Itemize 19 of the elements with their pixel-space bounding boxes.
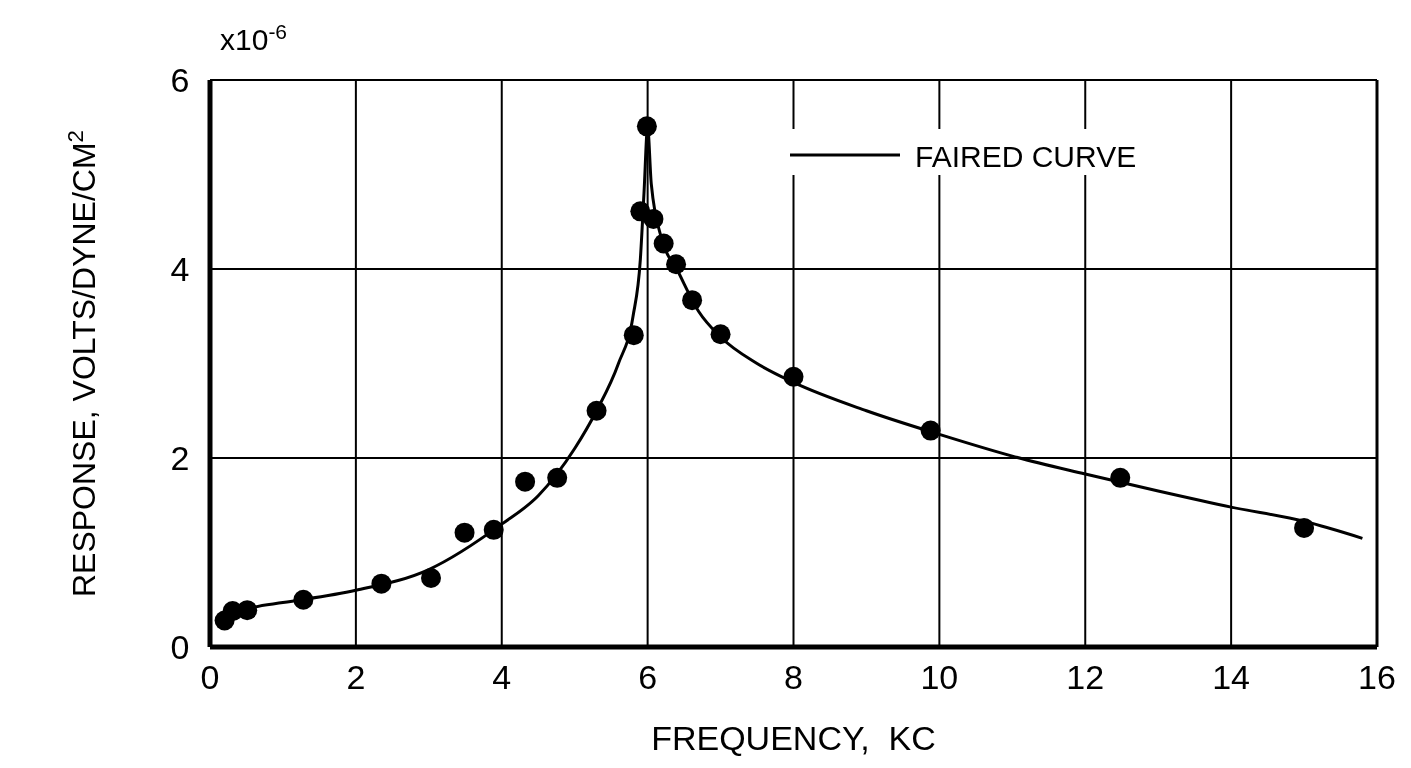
y-tick-label: 0: [170, 628, 190, 666]
x-tick-label: 8: [784, 658, 803, 696]
x-tick-label: 6: [638, 658, 658, 696]
x-tick-label: 16: [1358, 658, 1396, 696]
x-tick-label: 0: [200, 658, 220, 696]
y-tick-label: 6: [170, 61, 190, 99]
x-tick-label: 14: [1212, 658, 1251, 696]
x-tick-label: 12: [1066, 658, 1105, 696]
point: [454, 522, 475, 543]
text: x10$^{-6}$: [220, 19, 288, 56]
legend-label: FAIRED CURVE: [915, 140, 1137, 173]
x-axis-title: FREQUENCY, KC: [651, 719, 936, 757]
x-tick-label: 2: [346, 658, 366, 696]
point: [515, 471, 536, 492]
y-tick-label: 2: [170, 439, 190, 477]
y-tick-label: 4: [170, 250, 190, 288]
point: [421, 568, 441, 589]
x-tick-label: 10: [920, 658, 959, 696]
x-tick-label: 4: [492, 658, 512, 696]
